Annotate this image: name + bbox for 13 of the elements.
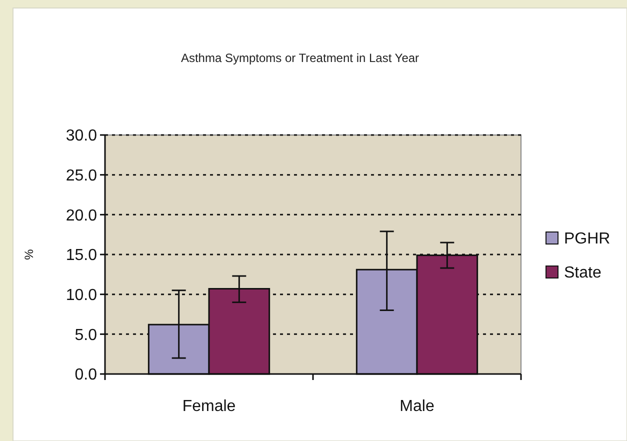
y-tick-label: 25.0 (66, 167, 98, 184)
y-tick-label: 30.0 (66, 128, 98, 145)
x-tick-label: Female (182, 398, 236, 415)
y-tick-label: 20.0 (66, 207, 98, 224)
y-tick-label: 5.0 (74, 326, 98, 344)
y-tick-label: 15.0 (66, 247, 98, 264)
y-tick-label: 10.0 (66, 286, 98, 304)
legend-label: PGHR (564, 230, 610, 248)
legend-label: State (564, 264, 602, 282)
y-tick-label: 0.0 (74, 366, 98, 384)
chart-title: Asthma Symptoms or Treatment in Last Year (180, 51, 420, 65)
y-axis-title: % (22, 248, 36, 260)
x-tick-label: Male (400, 398, 434, 415)
